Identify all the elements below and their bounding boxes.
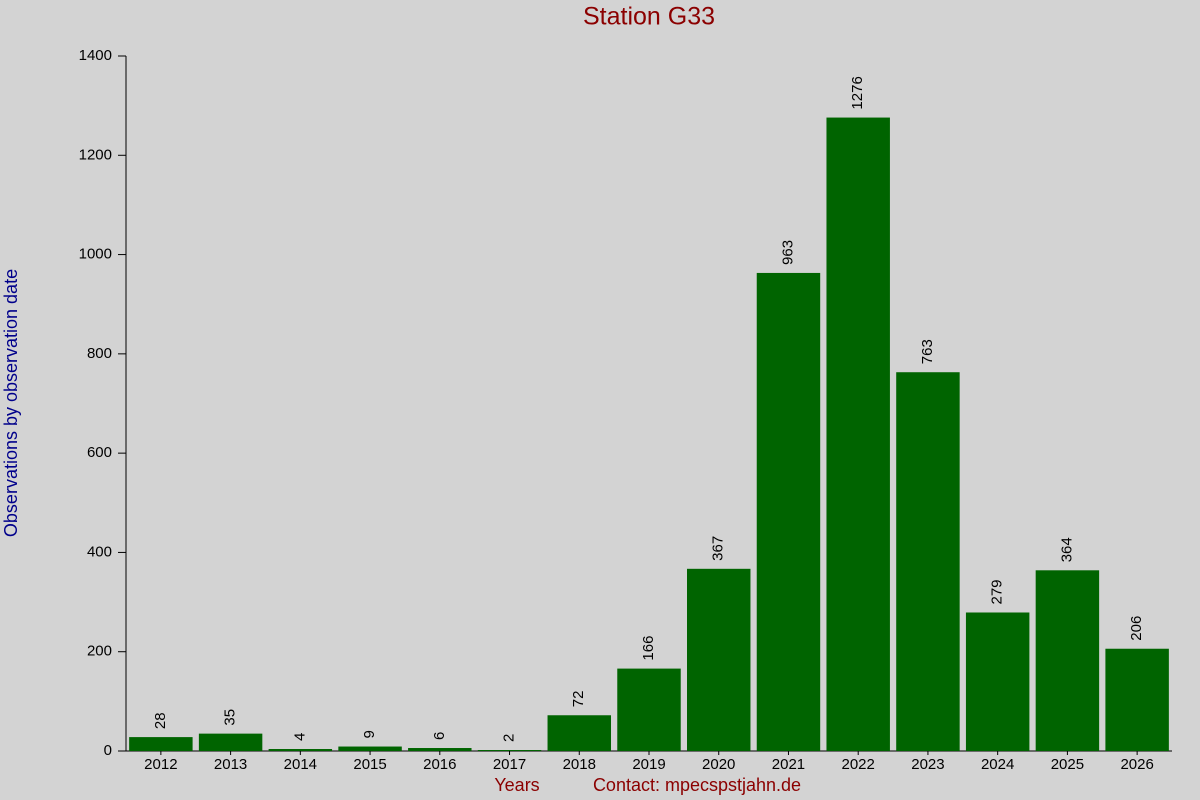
x-tick-label: 2014 bbox=[284, 756, 317, 773]
value-label: 279 bbox=[989, 579, 1006, 604]
bar bbox=[965, 612, 1030, 751]
bar bbox=[338, 746, 402, 751]
value-label: 28 bbox=[152, 712, 169, 729]
footer: Contact: mpecspstjahn.de bbox=[593, 775, 801, 795]
x-tick-label: 2012 bbox=[144, 756, 177, 773]
value-label: 364 bbox=[1058, 537, 1075, 562]
bar bbox=[756, 272, 821, 751]
y-axis-label: Observations by observation date bbox=[1, 269, 21, 537]
y-tick-label: 400 bbox=[87, 543, 112, 560]
x-tick-label: 2022 bbox=[842, 756, 875, 773]
x-tick-label: 2026 bbox=[1120, 756, 1153, 773]
y-tick-label: 1400 bbox=[79, 47, 112, 64]
y-tick-label: 1200 bbox=[79, 146, 112, 163]
value-label: 72 bbox=[570, 691, 587, 708]
value-label: 763 bbox=[919, 339, 936, 364]
x-tick-label: 2013 bbox=[214, 756, 247, 773]
bar bbox=[1105, 648, 1169, 751]
x-tick-label: 2016 bbox=[423, 756, 456, 773]
x-tick-label: 2024 bbox=[981, 756, 1014, 773]
bar bbox=[477, 750, 542, 751]
x-tick-label: 2021 bbox=[772, 756, 805, 773]
x-tick-label: 2018 bbox=[563, 756, 596, 773]
y-tick-label: 600 bbox=[87, 444, 112, 461]
value-label: 1276 bbox=[849, 76, 866, 109]
y-tick-label: 1000 bbox=[79, 246, 112, 263]
x-tick-label: 2019 bbox=[632, 756, 665, 773]
chart-title: Station G33 bbox=[583, 3, 715, 31]
value-label: 367 bbox=[710, 536, 727, 561]
value-label: 206 bbox=[1128, 616, 1145, 641]
bar bbox=[268, 749, 333, 751]
bar bbox=[826, 117, 890, 752]
bar bbox=[129, 737, 193, 751]
x-tick-label: 2023 bbox=[911, 756, 944, 773]
bar bbox=[1035, 570, 1100, 751]
bar bbox=[896, 372, 960, 751]
value-label: 166 bbox=[640, 636, 657, 661]
value-label: 6 bbox=[431, 732, 448, 740]
x-tick-label: 2025 bbox=[1051, 756, 1084, 773]
value-label: 2 bbox=[501, 734, 518, 742]
value-label: 963 bbox=[779, 240, 796, 265]
value-label: 35 bbox=[222, 709, 239, 726]
y-tick-label: 0 bbox=[104, 742, 112, 759]
bar bbox=[408, 748, 472, 751]
value-label: 9 bbox=[361, 730, 378, 738]
bar bbox=[547, 715, 611, 751]
x-tick-label: 2015 bbox=[353, 756, 386, 773]
y-tick-label: 800 bbox=[87, 345, 112, 362]
value-label: 4 bbox=[291, 733, 308, 741]
bar bbox=[687, 568, 751, 751]
y-tick-label: 200 bbox=[87, 643, 112, 660]
x-tick-label: 2017 bbox=[493, 756, 526, 773]
x-tick-label: 2020 bbox=[702, 756, 735, 773]
x-axis-label: Years bbox=[494, 775, 539, 795]
bar bbox=[617, 668, 681, 751]
bar bbox=[198, 733, 263, 751]
